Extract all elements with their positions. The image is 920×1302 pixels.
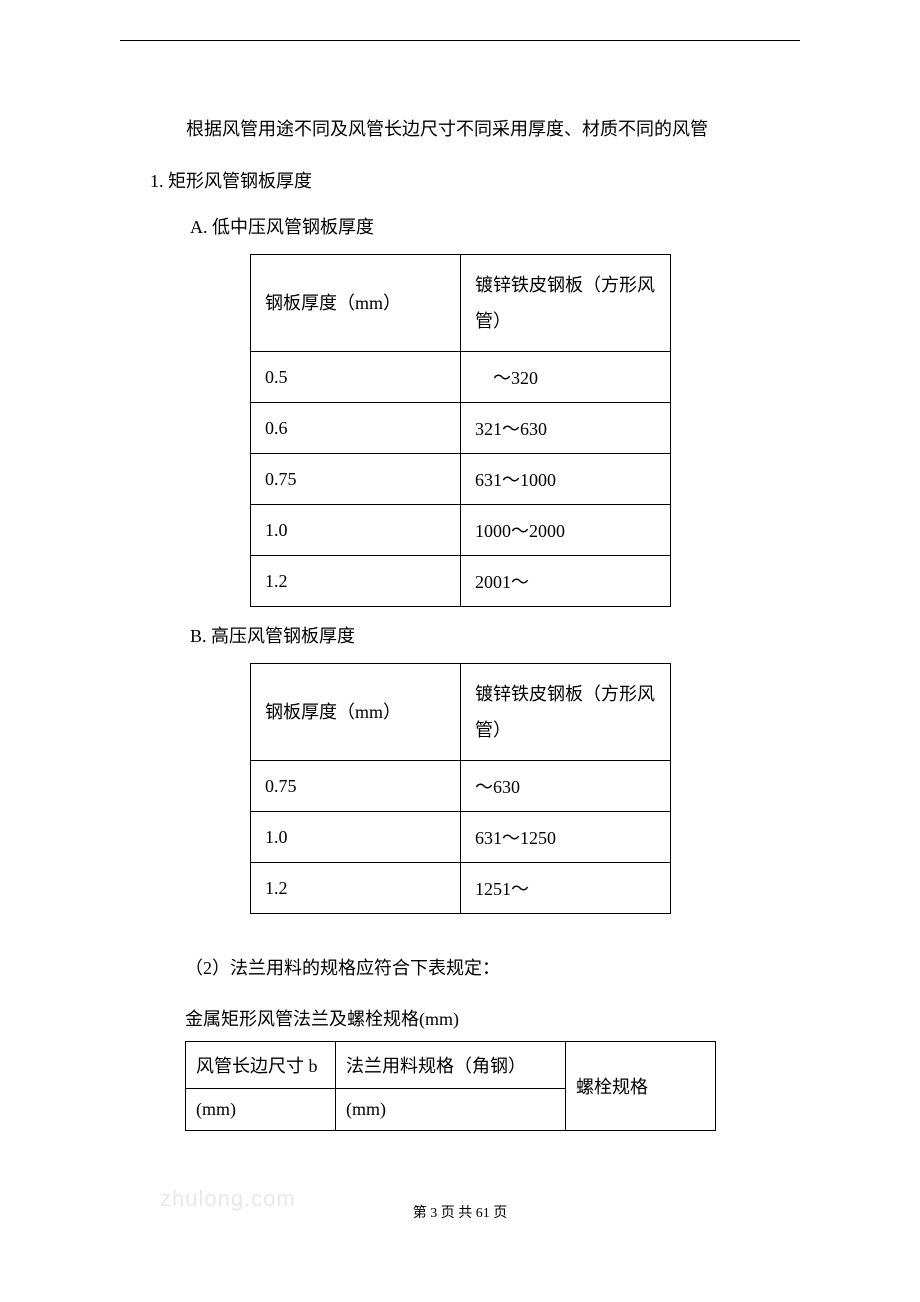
subsection-a-title: A. 低中压风管钢板厚度 [190, 213, 800, 239]
table-row: 风管长边尺寸 b 法兰用料规格（角钢） 螺栓规格 [186, 1042, 716, 1089]
table-row: 1.0 631～1250 [251, 812, 671, 863]
table-cell: 631～1000 [461, 454, 671, 505]
table-3-title: 金属矩形风管法兰及螺栓规格(mm) [185, 1005, 800, 1031]
table-row: 0.6 321～630 [251, 403, 671, 454]
subsection-text: 高压风管钢板厚度 [211, 626, 355, 646]
table-cell: 1.0 [251, 812, 461, 863]
table-cell: 1.2 [251, 863, 461, 914]
table-cell: 螺栓规格 [566, 1042, 716, 1131]
table-cell: (mm) [186, 1089, 336, 1131]
subsection-b-title: B. 高压风管钢板厚度 [190, 622, 800, 648]
table-cell: 法兰用料规格（角钢） [336, 1042, 566, 1089]
section-text: 矩形风管钢板厚度 [168, 171, 312, 191]
section-number: 1. [150, 171, 164, 191]
section-1-title: 1. 矩形风管钢板厚度 [150, 167, 800, 193]
table-header-row: 钢板厚度（mm） 镀锌铁皮钢板（方形风管） [251, 255, 671, 352]
table-cell: 631～1250 [461, 812, 671, 863]
subsection-letter: A. [190, 217, 208, 237]
table-header-cell: 镀锌铁皮钢板（方形风管） [461, 255, 671, 352]
section-2-text: （2）法兰用料的规格应符合下表规定： [185, 954, 800, 980]
table-low-mid-pressure: 钢板厚度（mm） 镀锌铁皮钢板（方形风管） 0.5 ～320 0.6 321～6… [250, 254, 671, 607]
subsection-letter: B. [190, 626, 207, 646]
table-cell: ～630 [461, 761, 671, 812]
table-row: 1.2 1251～ [251, 863, 671, 914]
table-flange-bolt: 风管长边尺寸 b 法兰用料规格（角钢） 螺栓规格 (mm) (mm) [185, 1041, 716, 1131]
subsection-text: 低中压风管钢板厚度 [212, 217, 374, 237]
table-header-row: 钢板厚度（mm） 镀锌铁皮钢板（方形风管） [251, 664, 671, 761]
header-divider [120, 40, 800, 41]
table-cell: 0.6 [251, 403, 461, 454]
table-cell: 2001～ [461, 556, 671, 607]
table-cell: ～320 [461, 352, 671, 403]
table-row: 0.5 ～320 [251, 352, 671, 403]
table-row: 0.75 ～630 [251, 761, 671, 812]
page-footer: 第 3 页 共 61 页 [0, 1202, 920, 1222]
table-cell: 1251～ [461, 863, 671, 914]
table-cell: (mm) [336, 1089, 566, 1131]
table-cell: 1.2 [251, 556, 461, 607]
table-cell: 1.0 [251, 505, 461, 556]
table-cell: 0.5 [251, 352, 461, 403]
table-cell: 0.75 [251, 454, 461, 505]
table-high-pressure: 钢板厚度（mm） 镀锌铁皮钢板（方形风管） 0.75 ～630 1.0 631～… [250, 663, 671, 914]
table-header-cell: 镀锌铁皮钢板（方形风管） [461, 664, 671, 761]
table-row: 0.75 631～1000 [251, 454, 671, 505]
table-cell: 风管长边尺寸 b [186, 1042, 336, 1089]
intro-paragraph: 根据风管用途不同及风管长边尺寸不同采用厚度、材质不同的风管 [150, 111, 800, 147]
table-header-cell: 钢板厚度（mm） [251, 255, 461, 352]
table-row: 1.0 1000～2000 [251, 505, 671, 556]
table-cell: 0.75 [251, 761, 461, 812]
table-cell: 1000～2000 [461, 505, 671, 556]
table-row: 1.2 2001～ [251, 556, 671, 607]
table-cell: 321～630 [461, 403, 671, 454]
table-header-cell: 钢板厚度（mm） [251, 664, 461, 761]
